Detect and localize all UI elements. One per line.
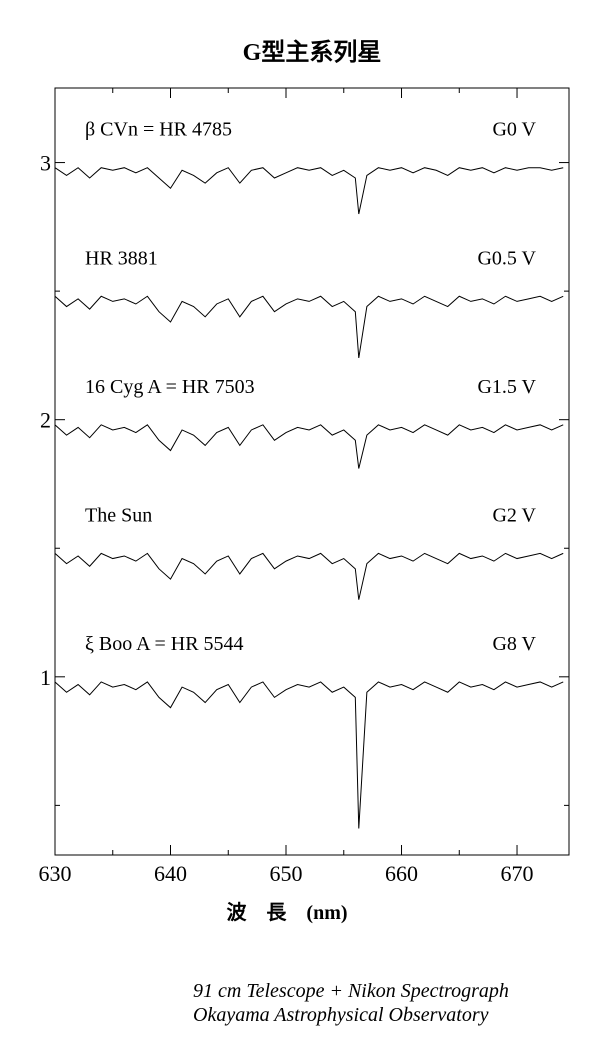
star-name: ξ Boo A = HR 5544 xyxy=(85,633,244,655)
y-tick-label: 1 xyxy=(40,665,51,690)
credit-line: Okayama Astrophysical Observatory xyxy=(193,1004,489,1026)
spectrum-line xyxy=(54,424,564,469)
star-name: The Sun xyxy=(85,504,152,526)
spectral-type: G1.5 V xyxy=(477,376,536,398)
spectral-type: G0 V xyxy=(492,119,536,141)
spectral-type: G0.5 V xyxy=(477,247,536,269)
spectrum-line xyxy=(54,552,564,600)
chart-title: G型主系列星 xyxy=(243,39,382,66)
x-axis-label: 波 長 (nm) xyxy=(226,901,347,924)
spectral-type: G2 V xyxy=(492,504,536,526)
x-tick-label: 670 xyxy=(501,861,534,886)
credit-line: 91 cm Telescope + Nikon Spectrograph xyxy=(193,980,509,1002)
x-tick-label: 650 xyxy=(270,861,303,886)
spectrum-line xyxy=(54,295,564,359)
y-tick-label: 3 xyxy=(40,151,51,176)
y-tick-label: 2 xyxy=(40,408,51,433)
x-tick-label: 660 xyxy=(385,861,418,886)
spectrum-line xyxy=(54,167,564,215)
star-name: β CVn = HR 4785 xyxy=(85,119,232,141)
star-name: HR 3881 xyxy=(85,247,158,269)
plot-frame xyxy=(54,87,570,856)
spectrum-line xyxy=(54,681,564,829)
star-name: 16 Cyg A = HR 7503 xyxy=(85,376,255,398)
x-tick-label: 640 xyxy=(154,861,187,886)
spectral-type: G8 V xyxy=(492,633,536,655)
x-tick-label: 630 xyxy=(39,861,72,886)
